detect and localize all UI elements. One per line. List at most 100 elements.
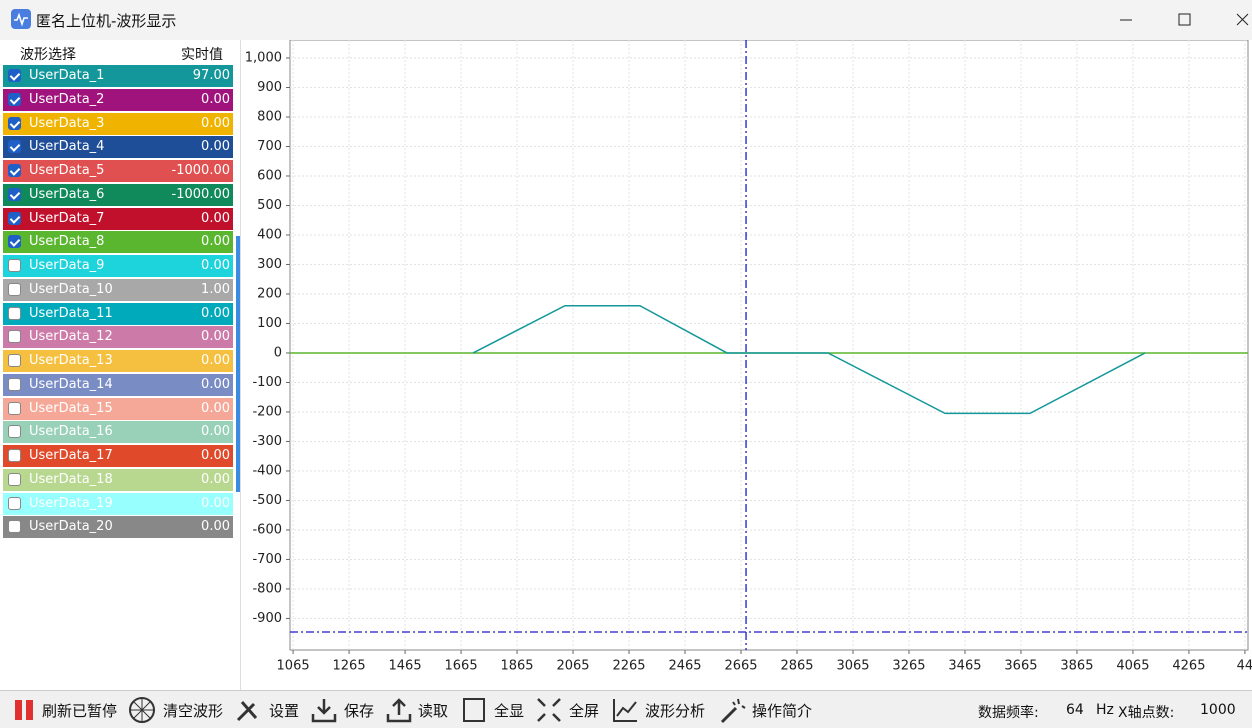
channel-value: -1000.00: [171, 186, 230, 202]
channel-value: 0.00: [201, 424, 230, 440]
toolbar-icon[interactable]: [12, 696, 40, 724]
checkbox[interactable]: [8, 496, 21, 510]
toolbar-button[interactable]: 刷新已暂停: [42, 702, 118, 720]
channel-row[interactable]: UserData_16 0.00: [3, 421, 233, 444]
x-tick-label: 3465: [948, 659, 981, 674]
toolbar-icon[interactable]: [718, 696, 746, 724]
toolbar-button[interactable]: 设置: [269, 702, 300, 720]
checkbox[interactable]: [8, 164, 21, 177]
window-controls[interactable]: [1072, 0, 1252, 40]
channel-name: UserData_1: [29, 68, 105, 83]
checkbox[interactable]: [8, 401, 21, 415]
x-tick-label: 3665: [1004, 659, 1037, 674]
channel-row[interactable]: UserData_8 0.00: [3, 231, 233, 254]
checkbox[interactable]: [8, 330, 21, 344]
channel-row[interactable]: UserData_11 0.00: [3, 302, 233, 325]
panel-header: 实时值: [181, 47, 223, 63]
toolbar-icon[interactable]: [460, 696, 488, 724]
x-tick-label: 1065: [277, 659, 310, 674]
toolbar-icon[interactable]: [535, 696, 563, 724]
toolbar-button[interactable]: 操作简介: [752, 702, 813, 720]
status-rate-label: 数据频率:: [978, 705, 1039, 721]
checkbox[interactable]: [8, 282, 21, 296]
toolbar-icon[interactable]: [234, 696, 262, 724]
toolbar-icon[interactable]: [128, 696, 156, 724]
x-tick-label: 1265: [333, 659, 366, 674]
checkbox[interactable]: [8, 354, 21, 367]
channel-name: UserData_12: [29, 329, 113, 345]
channel-value: 97.00: [192, 68, 230, 83]
channel-name: UserData_18: [29, 471, 113, 487]
checkbox[interactable]: [8, 235, 21, 249]
channel-row[interactable]: UserData_10 1.00: [3, 278, 233, 301]
channel-row[interactable]: UserData_15 0.00: [3, 397, 233, 420]
checkbox[interactable]: [8, 449, 21, 462]
checkbox[interactable]: [8, 140, 21, 154]
channel-row[interactable]: UserData_12 0.00: [3, 326, 233, 349]
channel-row[interactable]: UserData_6 -1000.00: [3, 183, 233, 206]
channel-value: -1000.00: [171, 163, 230, 178]
x-tick-label: 2865: [780, 659, 813, 674]
checkbox[interactable]: [8, 259, 21, 272]
channel-name: UserData_6: [29, 186, 105, 202]
toolbar-button[interactable]: 全显: [494, 702, 525, 720]
channel-row[interactable]: UserData_20 0.00: [3, 516, 233, 539]
y-tick-label: 400: [257, 227, 282, 242]
close[interactable]: [1236, 13, 1249, 26]
y-tick-label: -500: [252, 493, 282, 508]
channel-name: UserData_7: [29, 210, 105, 226]
app-icon: [11, 9, 31, 29]
channel-name: UserData_5: [29, 163, 105, 178]
checkbox[interactable]: [8, 520, 21, 534]
channel-value: 0.00: [201, 329, 230, 345]
plot-area: [289, 40, 1249, 651]
channel-row[interactable]: UserData_18 0.00: [3, 468, 233, 491]
channel-name: UserData_17: [29, 448, 113, 463]
channel-row[interactable]: UserData_14 0.00: [3, 373, 233, 396]
channel-row[interactable]: UserData_4 0.00: [3, 136, 233, 159]
channel-name: UserData_8: [29, 234, 105, 250]
maximize[interactable]: [1178, 13, 1191, 26]
channel-name: UserData_13: [29, 353, 113, 368]
checkbox[interactable]: [8, 187, 21, 201]
x-tick-label: 2465: [668, 659, 701, 674]
y-tick-label: 500: [257, 198, 282, 213]
toolbar-icon[interactable]: [385, 696, 413, 724]
checkbox[interactable]: [8, 306, 21, 320]
checkbox[interactable]: [8, 425, 21, 439]
channel-row[interactable]: UserData_1 97.00: [3, 65, 233, 87]
checkbox[interactable]: [8, 472, 21, 486]
toolbar-button[interactable]: 全屏: [569, 702, 600, 720]
toolbar-button[interactable]: 波形分析: [645, 702, 706, 720]
channel-row[interactable]: UserData_7 0.00: [3, 207, 233, 230]
checkbox[interactable]: [8, 69, 21, 82]
checkbox[interactable]: [8, 92, 21, 106]
toolbar-button[interactable]: 保存: [344, 702, 375, 720]
y-tick-label: -200: [252, 404, 282, 419]
channel-row[interactable]: UserData_2 0.00: [3, 88, 233, 111]
splitter[interactable]: [236, 236, 240, 492]
toolbar-icon[interactable]: [611, 696, 639, 724]
channel-row[interactable]: UserData_19 0.00: [3, 492, 233, 515]
y-tick-label: 900: [257, 80, 282, 95]
y-tick-label: 700: [257, 139, 282, 154]
checkbox[interactable]: [8, 211, 21, 225]
channel-value: 0.00: [201, 400, 230, 416]
toolbar-button[interactable]: 清空波形: [163, 702, 224, 720]
channel-row[interactable]: UserData_17 0.00: [3, 445, 233, 467]
channel-value: 0.00: [201, 495, 230, 511]
checkbox[interactable]: [8, 116, 21, 130]
toolbar-button[interactable]: 读取: [418, 702, 449, 720]
channel-row[interactable]: UserData_9 0.00: [3, 255, 233, 277]
y-tick-label: -400: [252, 463, 282, 478]
checkbox[interactable]: [8, 377, 21, 391]
y-tick-label: -900: [252, 611, 282, 626]
y-tick-label: 600: [257, 168, 282, 183]
y-tick-label: 100: [257, 316, 282, 331]
channel-row[interactable]: UserData_3 0.00: [3, 112, 233, 135]
toolbar: 刷新已暂停 清空波形 设置 保存 读取 全显 全屏 波形分析 操作简介 数据频率: 64 Hz X轴点数…: [0, 690, 1252, 728]
toolbar-icon[interactable]: [310, 696, 338, 724]
channel-row[interactable]: UserData_5 -1000.00: [3, 160, 233, 182]
channel-row[interactable]: UserData_13 0.00: [3, 350, 233, 372]
